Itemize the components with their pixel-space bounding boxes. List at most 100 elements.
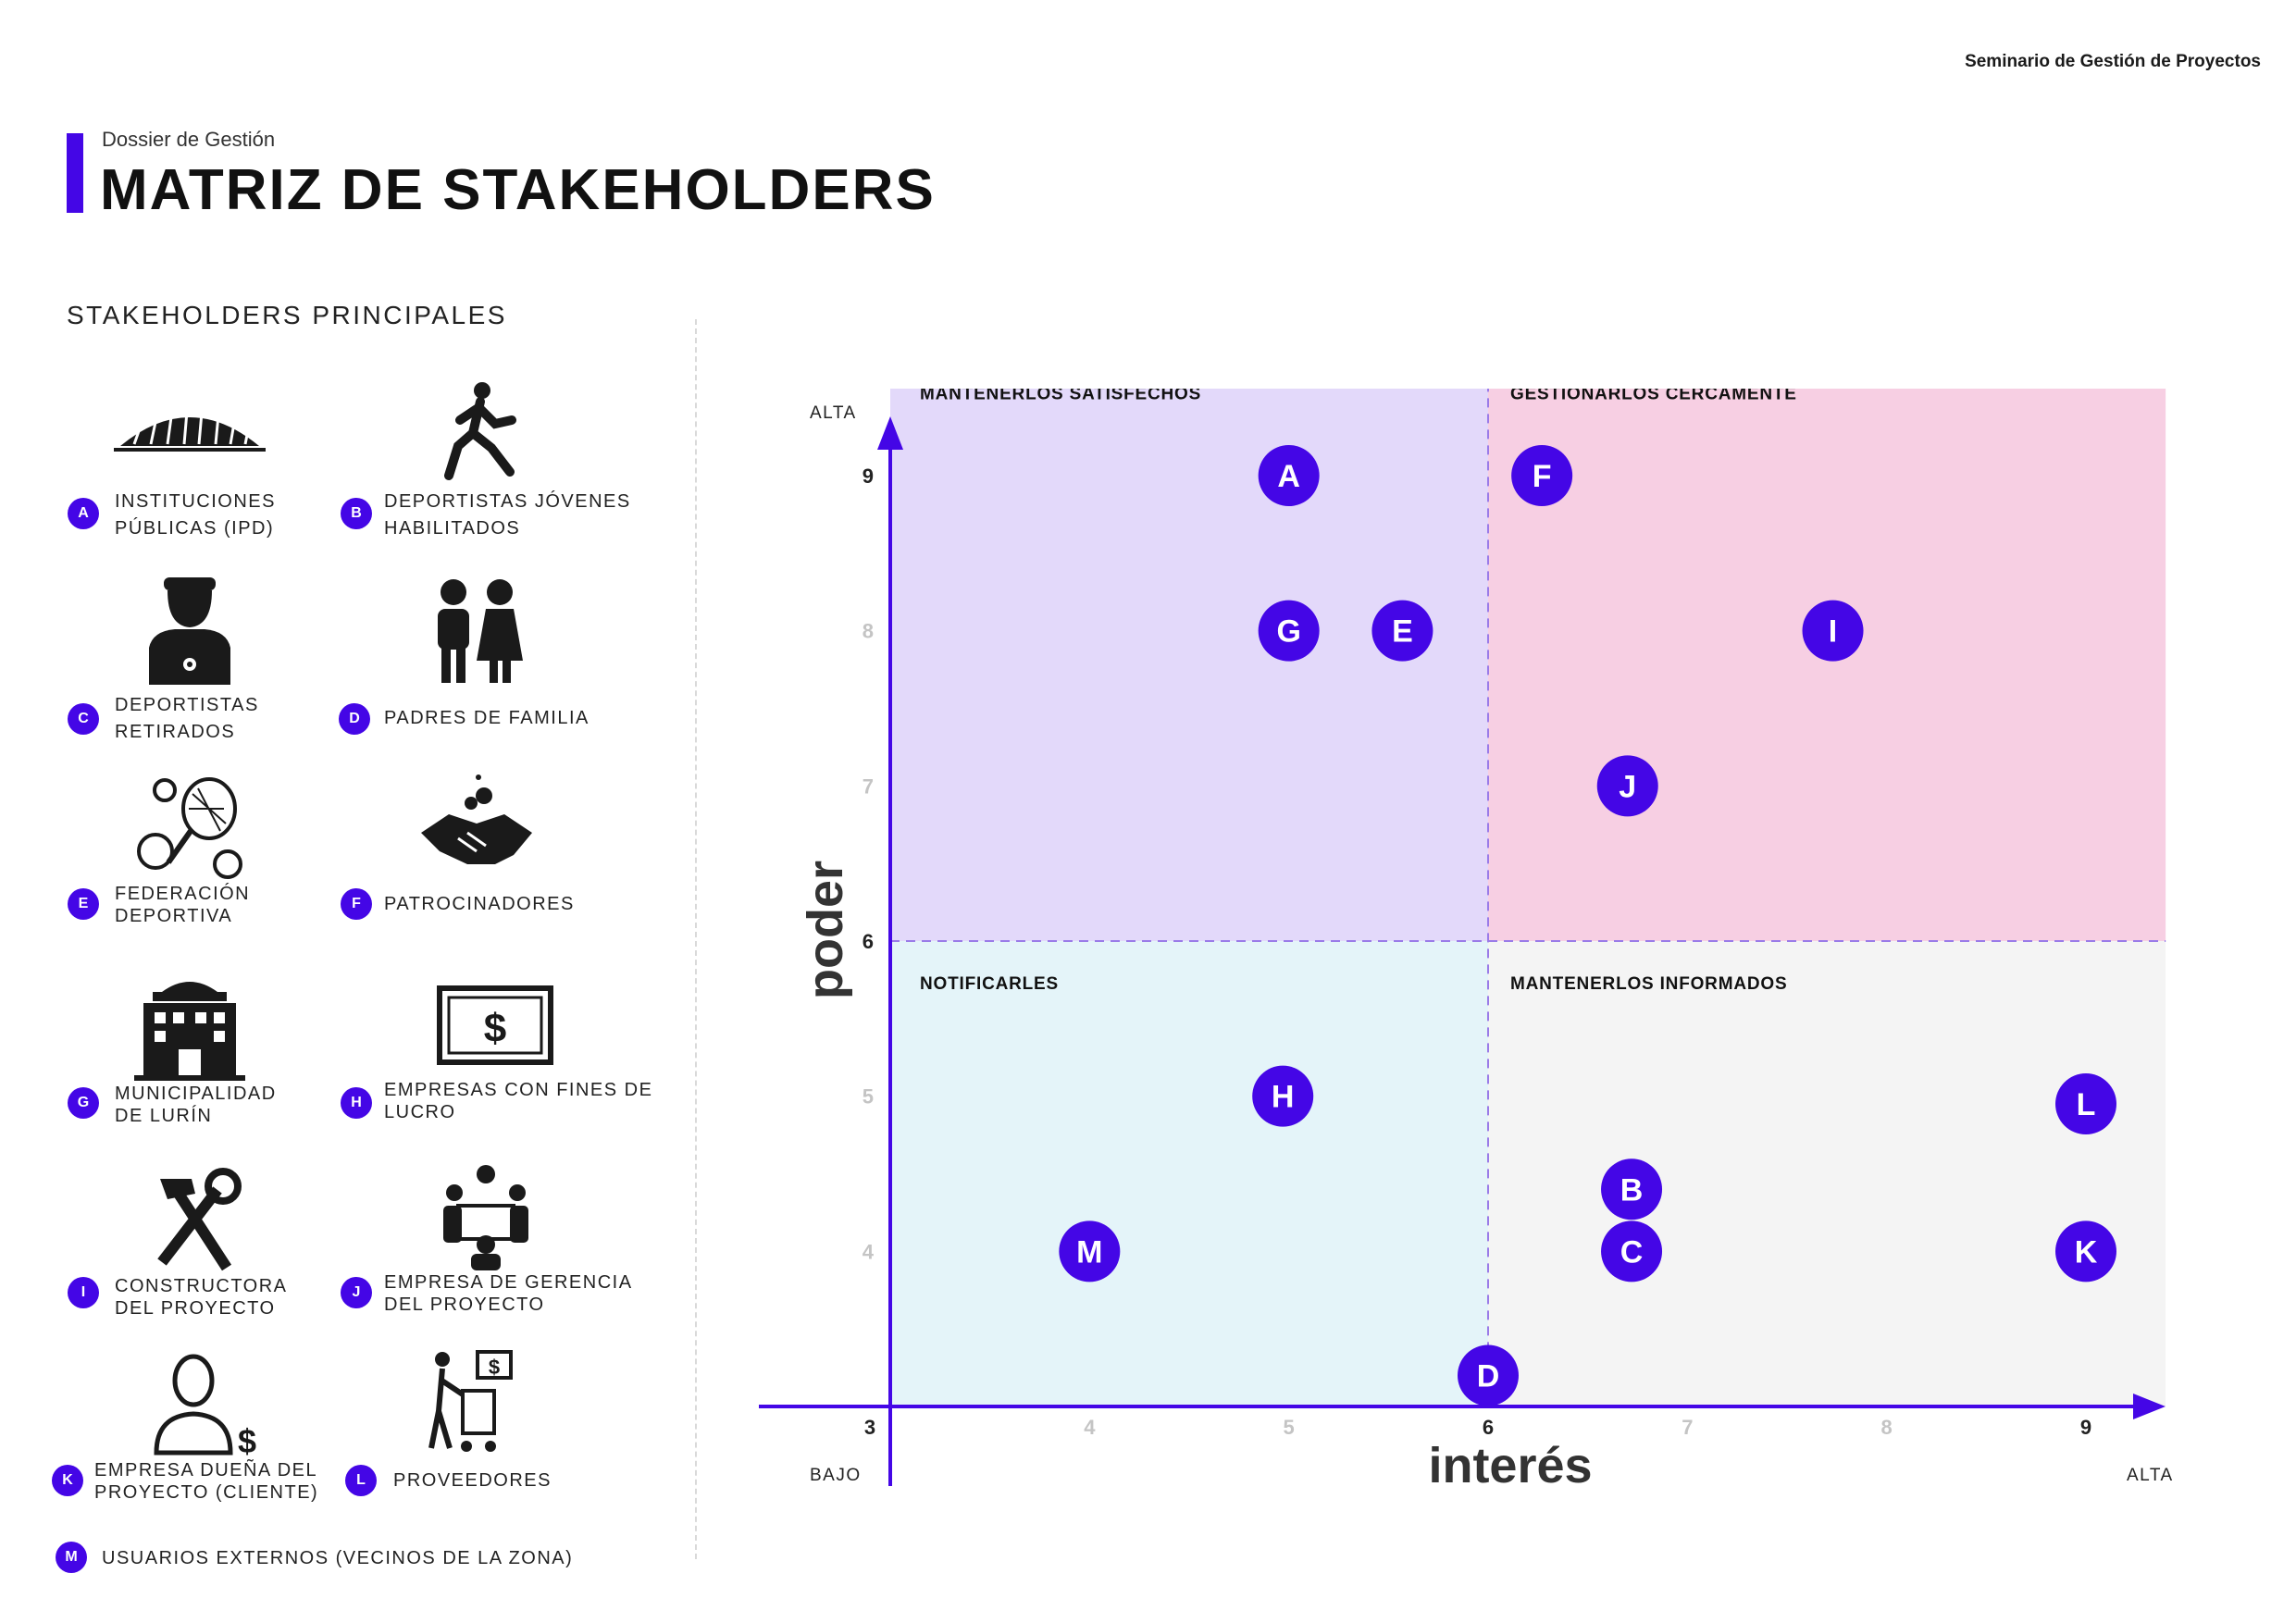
svg-text:$: $ [238,1422,256,1460]
y-axis-high-label: ALTA [810,403,857,423]
legend-label-e: FEDERACIÓN DEPORTIVA [115,884,251,926]
legend-label-b: DEPORTISTAS JÓVENES HABILITADOS [384,491,631,539]
stakeholder-point-label: B [1620,1172,1644,1208]
stakeholder-point-b [1601,1158,1663,1220]
section-divider [695,319,697,1559]
owner-icon: $ [116,1351,282,1462]
x-axis-high-label: ALTA [2127,1466,2174,1485]
legend-label-g: MUNICIPALIDAD DE LURÍN [115,1084,277,1126]
legend-badge-e: E [68,888,99,920]
stakeholder-point-f [1511,445,1573,506]
x-tick-label: 4 [1084,1416,1096,1439]
legend-label-m: USUARIOS EXTERNOS (VECINOS DE LA ZONA) [102,1548,574,1568]
legend-label-a: INSTITUCIONES PÚBLICAS (IPD) [115,491,276,539]
legend-badge-b: B [341,498,372,529]
stakeholder-point-label: M [1076,1234,1102,1270]
legend-badge-k: K [52,1465,83,1496]
quadrant-label-bottom-left: NOTIFICARLES [920,974,1059,994]
legend-badge-c: C [68,703,99,735]
y-axis-arrow [877,416,903,450]
quadrant-label-bottom-right: MANTENERLOS INFORMADOS [1510,974,1787,994]
y-tick-label: 7 [863,774,874,798]
meeting-icon [403,1161,569,1272]
stakeholder-point-label: L [2077,1087,2096,1122]
supplier-icon: $ [398,1346,565,1457]
x-axis-low-label: BAJO [810,1466,862,1485]
legend-label-h: EMPRESAS CON FINES DE LUCRO [384,1080,653,1122]
legend-label-f: PATROCINADORES [384,894,575,914]
title-accent-bar [67,133,83,213]
y-tick-label: 8 [863,620,874,643]
runner-icon [403,379,569,490]
y-tick-label: 5 [863,1085,874,1109]
y-tick-label: 4 [863,1240,875,1263]
stakeholder-point-label: J [1619,769,1636,804]
legend-label-l: PROVEEDORES [393,1470,552,1491]
stakeholder-point-label: I [1829,614,1837,650]
legend-badge-f: F [341,888,372,920]
stakeholder-point-label: A [1277,459,1300,494]
athlete-icon [106,576,273,687]
x-tick-label: 5 [1284,1416,1295,1439]
city-hall-icon [106,972,273,1083]
legend-badge-g: G [68,1087,99,1119]
stakeholder-point-label: H [1272,1080,1295,1115]
legend-badge-m: M [56,1542,87,1573]
x-axis-arrow [2133,1394,2166,1419]
legend-label-d: PADRES DE FAMILIA [384,708,590,728]
quadrant-bottom-right [1488,941,2166,1406]
svg-text:$: $ [489,1356,500,1379]
x-axis-title: interés [1428,1438,1592,1493]
stakeholder-point-a [1258,445,1320,506]
legend-badge-h: H [341,1087,372,1119]
stakeholder-point-label: E [1392,614,1413,650]
stakeholder-point-e [1371,600,1433,662]
stadium-icon [106,370,273,481]
stakeholder-point-g [1258,600,1320,662]
svg-text:$: $ [484,1006,506,1051]
stakeholder-point-label: C [1620,1234,1644,1270]
quadrant-bottom-left [890,941,1488,1406]
y-axis-title: poder [798,861,853,999]
page-subtitle: Dossier de Gestión [102,128,276,151]
page-title: MATRIZ DE STAKEHOLDERS [100,158,936,222]
stakeholder-point-label: G [1276,614,1300,650]
quadrant-label-top-left: MANTENERLOS SATISFECHOS [920,389,1201,403]
stakeholder-point-l [2055,1073,2116,1135]
legend-label-i: CONSTRUCTORA DEL PROYECTO [115,1276,288,1319]
parents-icon [393,574,560,685]
legend-label-c: DEPORTISTAS RETIRADOS [115,695,259,742]
y-tick-label: 6 [863,930,874,953]
quadrant-label-top-right: GESTIONARLOS CERCAMENTE [1510,389,1797,403]
quadrant-top-left [890,389,1488,941]
money-icon: $ [412,972,578,1083]
stakeholder-point-d [1458,1344,1519,1406]
stakeholder-point-m [1059,1220,1121,1282]
legend-badge-l: L [345,1465,377,1496]
stakeholder-point-h [1252,1065,1314,1127]
stakeholder-point-i [1802,600,1864,662]
legend-label-j: EMPRESA DE GERENCIA DEL PROYECTO [384,1272,633,1315]
sports-balls-icon [109,777,276,888]
stakeholder-point-j [1596,755,1658,817]
handshake-icon [393,768,560,879]
quadrant-top-right [1488,389,2166,941]
stakeholder-point-k [2055,1220,2116,1282]
stakeholder-point-label: K [2075,1234,2098,1270]
x-tick-label: 8 [1881,1416,1893,1439]
legend-badge-i: I [68,1277,99,1308]
stakeholder-matrix-chart: MANTENERLOS SATISFECHOS GESTIONARLOS CERC… [759,389,2174,1493]
seminar-title: Seminario de Gestión de Proyectos [1965,52,2261,71]
stakeholder-point-label: D [1477,1358,1500,1394]
x-tick-label: 3 [864,1416,875,1439]
tools-icon [106,1166,273,1277]
stakeholders-section-title: STAKEHOLDERS PRINCIPALES [67,301,507,329]
legend-badge-d: D [339,703,370,735]
legend-label-k: EMPRESA DUEÑA DEL PROYECTO (CLIENTE) [94,1460,319,1503]
legend-badge-a: A [68,498,99,529]
stakeholder-point-c [1601,1220,1663,1282]
legend-badge-j: J [341,1277,372,1308]
y-tick-label: 9 [863,465,874,488]
x-tick-label: 7 [1682,1416,1693,1439]
stakeholder-point-label: F [1533,459,1552,494]
